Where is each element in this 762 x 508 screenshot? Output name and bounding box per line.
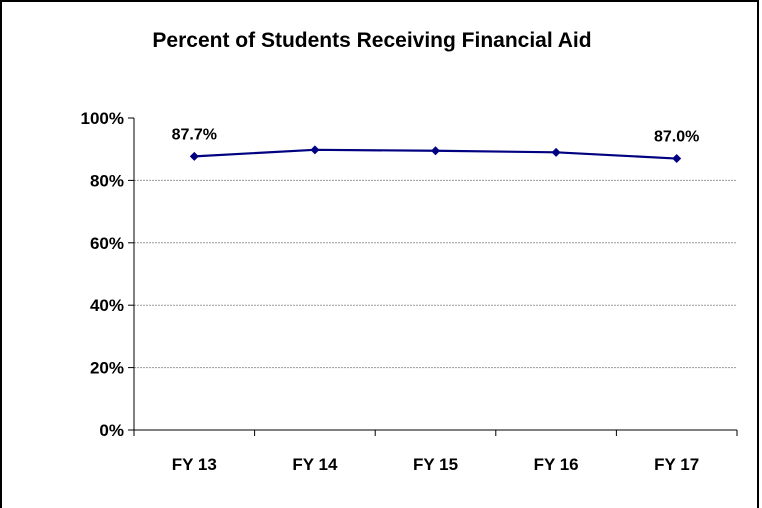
x-tick-label: FY 14: [292, 455, 338, 474]
data-label: 87.0%: [654, 129, 699, 146]
x-tick-label: FY 17: [654, 455, 699, 474]
gridlines: [134, 179, 737, 369]
data-point: [551, 147, 561, 157]
y-tick-label: 0%: [99, 421, 124, 440]
y-tick-label: 100%: [81, 109, 124, 128]
data-point: [431, 146, 440, 156]
chart-title: Percent of Students Receiving Financial …: [152, 29, 591, 52]
x-tick-label: FY 16: [534, 455, 579, 474]
y-tick-label: 60%: [90, 234, 124, 253]
x-tick-label: FY 13: [172, 455, 217, 474]
series: [189, 145, 682, 164]
axes: 0% 20% 40% 60% 80% 100% FY 13 FY 14 FY 15 FY 16 FY…: [81, 109, 738, 474]
y-tick-label: 80%: [90, 171, 124, 190]
data-point: [189, 151, 199, 161]
data-labels: 87.7% 87.0%: [172, 126, 700, 145]
y-tick-label: 20%: [90, 359, 124, 378]
data-point: [672, 154, 682, 164]
x-tick-label: FY 15: [413, 455, 458, 474]
data-label: 87.7%: [172, 126, 217, 143]
data-point: [310, 145, 320, 155]
y-tick-label: 40%: [90, 296, 124, 315]
